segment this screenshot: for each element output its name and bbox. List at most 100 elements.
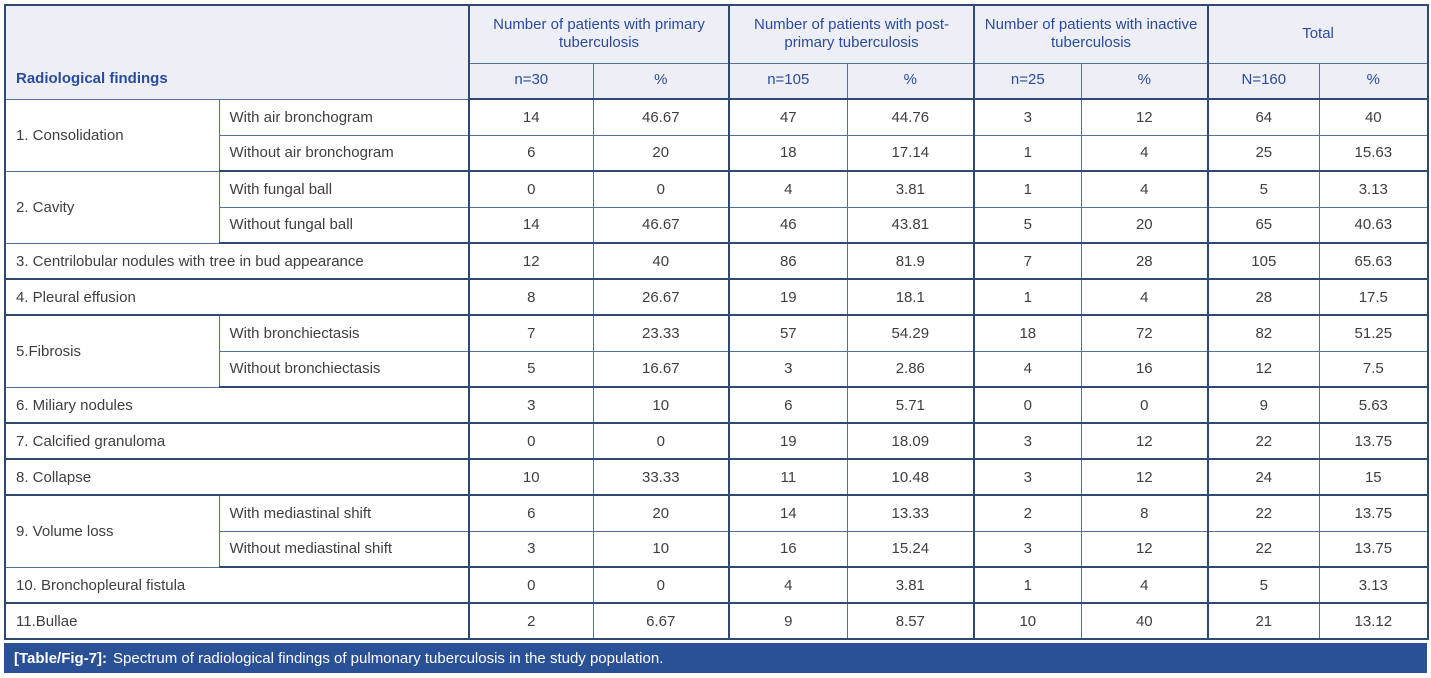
value-cell: 10.48 (847, 459, 976, 496)
value-cell: 40 (1319, 99, 1429, 136)
value-cell: 46 (729, 207, 848, 244)
value-cell: 81.9 (847, 243, 976, 280)
value-cell: 20 (1081, 207, 1210, 244)
value-cell: 18 (974, 315, 1082, 352)
value-cell: 19 (729, 279, 848, 316)
value-cell: 0 (593, 423, 731, 460)
value-cell: 5.71 (847, 387, 976, 424)
value-cell: 6.67 (593, 603, 731, 640)
value-cell: 105 (1208, 243, 1320, 280)
finding-group-cell: 1. Consolidation (5, 99, 220, 172)
value-cell: 6 (729, 387, 848, 424)
value-cell: 0 (1081, 387, 1210, 424)
table-row: 8. Collapse 10 33.33 11 10.48 3 12 24 15 (5, 459, 1429, 496)
value-cell: 57 (729, 315, 848, 352)
table-row: 10. Bronchopleural fistula 0 0 4 3.81 1 4 5 3.13 (5, 567, 1429, 604)
value-cell: 40 (593, 243, 731, 280)
col-header-inactive-tb-n: n=25 (974, 63, 1082, 100)
col-header-post-primary-tb-pct: % (847, 63, 976, 100)
value-cell: 1 (974, 135, 1082, 172)
value-cell: 16 (1081, 351, 1210, 388)
value-cell: 22 (1208, 531, 1320, 568)
caption-text: Spectrum of radiological findings of pul… (113, 649, 664, 667)
value-cell: 2 (974, 495, 1082, 532)
col-header-primary-tb: Number of patients with primary tubercul… (469, 5, 731, 64)
value-cell: 5 (1208, 171, 1320, 208)
value-cell: 65 (1208, 207, 1320, 244)
finding-name-cell: 10. Bronchopleural fistula (5, 567, 471, 604)
value-cell: 3 (974, 423, 1082, 460)
value-cell: 4 (1081, 135, 1210, 172)
table-caption: [Table/Fig-7]: Spectrum of radiological … (4, 643, 1427, 673)
col-header-post-primary-tb: Number of patients with post-primary tub… (729, 5, 976, 64)
value-cell: 51.25 (1319, 315, 1429, 352)
table-row: Without fungal ball 14 46.67 46 43.81 5 20 65 40… (5, 207, 1429, 244)
value-cell: 13.75 (1319, 495, 1429, 532)
value-cell: 8 (1081, 495, 1210, 532)
value-cell: 6 (469, 495, 594, 532)
col-header-total-n: N=160 (1208, 63, 1320, 100)
finding-group-cell: 9. Volume loss (5, 495, 220, 568)
value-cell: 3 (469, 531, 594, 568)
value-cell: 4 (729, 567, 848, 604)
value-cell: 3 (729, 351, 848, 388)
value-cell: 82 (1208, 315, 1320, 352)
value-cell: 3.81 (847, 171, 976, 208)
value-cell: 6 (469, 135, 594, 172)
value-cell: 28 (1208, 279, 1320, 316)
value-cell: 72 (1081, 315, 1210, 352)
value-cell: 5 (1208, 567, 1320, 604)
value-cell: 21 (1208, 603, 1320, 640)
value-cell: 4 (1081, 567, 1210, 604)
value-cell: 65.63 (1319, 243, 1429, 280)
value-cell: 54.29 (847, 315, 976, 352)
value-cell: 10 (469, 459, 594, 496)
finding-sub-cell: With bronchiectasis (219, 315, 471, 352)
value-cell: 12 (1081, 531, 1210, 568)
value-cell: 7 (974, 243, 1082, 280)
value-cell: 33.33 (593, 459, 731, 496)
value-cell: 10 (974, 603, 1082, 640)
table-row: 3. Centrilobular nodules with tree in bu… (5, 243, 1429, 280)
value-cell: 18.1 (847, 279, 976, 316)
col-header-total: Total (1208, 5, 1429, 64)
value-cell: 20 (593, 135, 731, 172)
value-cell: 12 (1208, 351, 1320, 388)
finding-name-cell: 4. Pleural effusion (5, 279, 471, 316)
finding-sub-cell: Without bronchiectasis (219, 351, 471, 388)
value-cell: 47 (729, 99, 848, 136)
value-cell: 10 (593, 531, 731, 568)
value-cell: 3 (974, 459, 1082, 496)
value-cell: 0 (469, 171, 594, 208)
value-cell: 64 (1208, 99, 1320, 136)
value-cell: 19 (729, 423, 848, 460)
value-cell: 20 (593, 495, 731, 532)
value-cell: 1 (974, 171, 1082, 208)
value-cell: 13.75 (1319, 423, 1429, 460)
value-cell: 26.67 (593, 279, 731, 316)
value-cell: 12 (469, 243, 594, 280)
finding-sub-cell: Without mediastinal shift (219, 531, 471, 568)
table-header: Radiological findings Number of patients… (5, 5, 1429, 100)
col-header-inactive-tb: Number of patients with inactive tubercu… (974, 5, 1210, 64)
value-cell: 46.67 (593, 207, 731, 244)
value-cell: 8.57 (847, 603, 976, 640)
value-cell: 17.5 (1319, 279, 1429, 316)
value-cell: 46.67 (593, 99, 731, 136)
table-row: 6. Miliary nodules 3 10 6 5.71 0 0 9 5.63 (5, 387, 1429, 424)
value-cell: 4 (729, 171, 848, 208)
col-header-primary-tb-pct: % (593, 63, 731, 100)
value-cell: 9 (729, 603, 848, 640)
value-cell: 28 (1081, 243, 1210, 280)
value-cell: 15.63 (1319, 135, 1429, 172)
value-cell: 86 (729, 243, 848, 280)
value-cell: 18.09 (847, 423, 976, 460)
value-cell: 3.13 (1319, 567, 1429, 604)
value-cell: 3 (469, 387, 594, 424)
table-row: 2. Cavity With fungal ball 0 0 4 3.81 1 4 5 3.13 (5, 171, 1429, 244)
col-header-radiological-findings: Radiological findings (5, 5, 471, 100)
value-cell: 4 (1081, 171, 1210, 208)
table-row: 7. Calcified granuloma 0 0 19 18.09 3 12 22 13.7… (5, 423, 1429, 460)
value-cell: 0 (593, 171, 731, 208)
value-cell: 5 (469, 351, 594, 388)
